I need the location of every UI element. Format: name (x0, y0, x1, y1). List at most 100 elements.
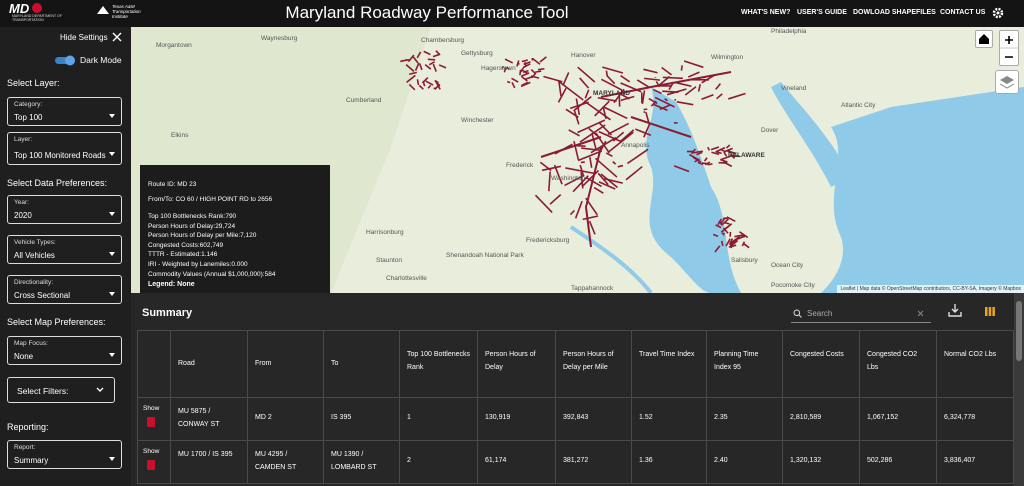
select-box[interactable]: Map Focus: None (7, 336, 122, 365)
road (719, 158, 728, 163)
sidebar: Hide Settings Dark Mode Select Layer: Se… (0, 27, 131, 486)
popup-item: Top 100 Bottlenecks Rank:790 (148, 213, 237, 220)
layers-button[interactable] (995, 70, 1019, 94)
road (511, 77, 519, 83)
dark-mode-toggle[interactable] (54, 55, 76, 66)
road (728, 244, 737, 248)
road (723, 151, 728, 157)
place-label: Pocomoke City (771, 282, 815, 289)
show-button[interactable]: Show (143, 448, 160, 455)
table-cell: 1,067,152 (867, 414, 899, 421)
nav-link[interactable]: DOWLOAD SHAPEFILES (853, 9, 936, 16)
road (438, 64, 447, 69)
road (644, 77, 661, 81)
road (711, 151, 720, 156)
dark-mode-label: Dark Mode (80, 55, 122, 65)
search-icon (793, 309, 802, 318)
popup-item: Person Hours of Delay:29,724 (148, 222, 236, 230)
nav-link[interactable]: USER'S GUIDE (797, 9, 847, 16)
road (734, 234, 744, 238)
column-header[interactable]: Congested CO2 Lbs (867, 351, 918, 371)
road (727, 150, 737, 155)
road (720, 224, 731, 233)
show-icon[interactable] (147, 417, 155, 427)
column-header[interactable]: Top 100 Bottlenecks Rank (407, 351, 471, 371)
clear-icon[interactable] (917, 310, 924, 317)
road (568, 129, 580, 137)
column-header[interactable]: Normal CO2 Lbs (944, 351, 997, 358)
dropdown-arrow (109, 353, 115, 357)
road (537, 67, 545, 71)
road (673, 165, 690, 173)
close-icon[interactable] (112, 32, 122, 42)
select-box[interactable]: Report: Summary (7, 440, 122, 469)
nav-link[interactable]: CONTACT US (940, 9, 986, 16)
show-icon[interactable] (147, 460, 155, 470)
select-box[interactable]: Layer: Top 100 Monitored Roads (7, 132, 122, 165)
road (716, 93, 723, 100)
road (573, 140, 580, 161)
nav-link[interactable]: WHAT'S NEW? (741, 9, 791, 16)
select-filters-button[interactable]: Select Filters: (7, 377, 115, 403)
road (534, 194, 553, 214)
table-cell: 2.40 (714, 457, 728, 464)
column-header[interactable]: Planning Time Index 95 (714, 351, 759, 371)
column-header[interactable]: Person Hours of Delay (485, 351, 536, 371)
road (662, 90, 679, 94)
search-box[interactable]: Search (791, 305, 931, 323)
place-label: MARYLAND (593, 90, 630, 97)
road (406, 74, 416, 83)
table-cell: 1 (407, 414, 411, 421)
table-cell: 2,810,589 (790, 414, 822, 421)
select-box[interactable]: Year: 2020 (7, 195, 122, 224)
road (405, 64, 415, 72)
place-label: Staunton (376, 257, 402, 264)
select-label: Category: (14, 101, 43, 108)
table-cell-border (936, 440, 1014, 484)
road (605, 70, 609, 77)
column-header[interactable]: Person Hours of Delay per Mile (563, 351, 614, 371)
road (577, 119, 606, 134)
settings-gear[interactable] (992, 7, 1004, 19)
road (701, 93, 714, 101)
app-title: Maryland Roadway Performance Tool (285, 3, 569, 22)
road (707, 163, 713, 166)
place-label: Ocean City (771, 262, 804, 269)
select-box[interactable]: Category: Top 100 (7, 97, 122, 126)
popup-item: TTTR - Estimated:1.146 (148, 251, 218, 259)
dropdown-arrow (109, 457, 115, 461)
select-box[interactable]: Vehicle Types: All Vehicles (7, 235, 122, 264)
from-to: From/To: CO 60 / HIGH POINT RD to 2656 (148, 196, 273, 203)
home-button[interactable] (975, 30, 993, 48)
road (688, 153, 698, 160)
column-header[interactable]: To (331, 360, 339, 367)
road (741, 241, 746, 247)
hide-settings[interactable]: Hide Settings (60, 33, 108, 42)
road (432, 53, 441, 58)
road (501, 65, 505, 69)
zoom-buttons[interactable] (1000, 31, 1018, 65)
place-label: Harrisonburg (366, 229, 404, 236)
summary-panel: Summary Search Road From To Top 100 Bottlen… (131, 293, 1024, 486)
table-cell: MU 4295 / CAMDEN ST (255, 451, 297, 471)
road (701, 162, 709, 165)
road (418, 63, 423, 71)
road (728, 238, 734, 246)
table-cell: 381,272 (563, 457, 589, 464)
road (743, 243, 750, 249)
road (531, 57, 541, 65)
road (620, 74, 631, 83)
column-header[interactable]: Travel Time Index (639, 351, 695, 358)
select-box[interactable]: Directionality: Cross Sectional (7, 275, 122, 304)
table-cell: 1,320,132 (790, 457, 822, 464)
show-button[interactable]: Show (143, 405, 160, 412)
column-header[interactable]: Road (178, 360, 195, 367)
download-icon[interactable] (948, 303, 962, 317)
columns-icon[interactable] (985, 307, 995, 316)
column-header[interactable]: Congested Costs (790, 351, 844, 358)
road (584, 89, 590, 99)
column-header[interactable]: From (255, 360, 272, 367)
road (726, 216, 736, 222)
table-cell: MU 5875 / CONWAY ST (178, 408, 220, 428)
